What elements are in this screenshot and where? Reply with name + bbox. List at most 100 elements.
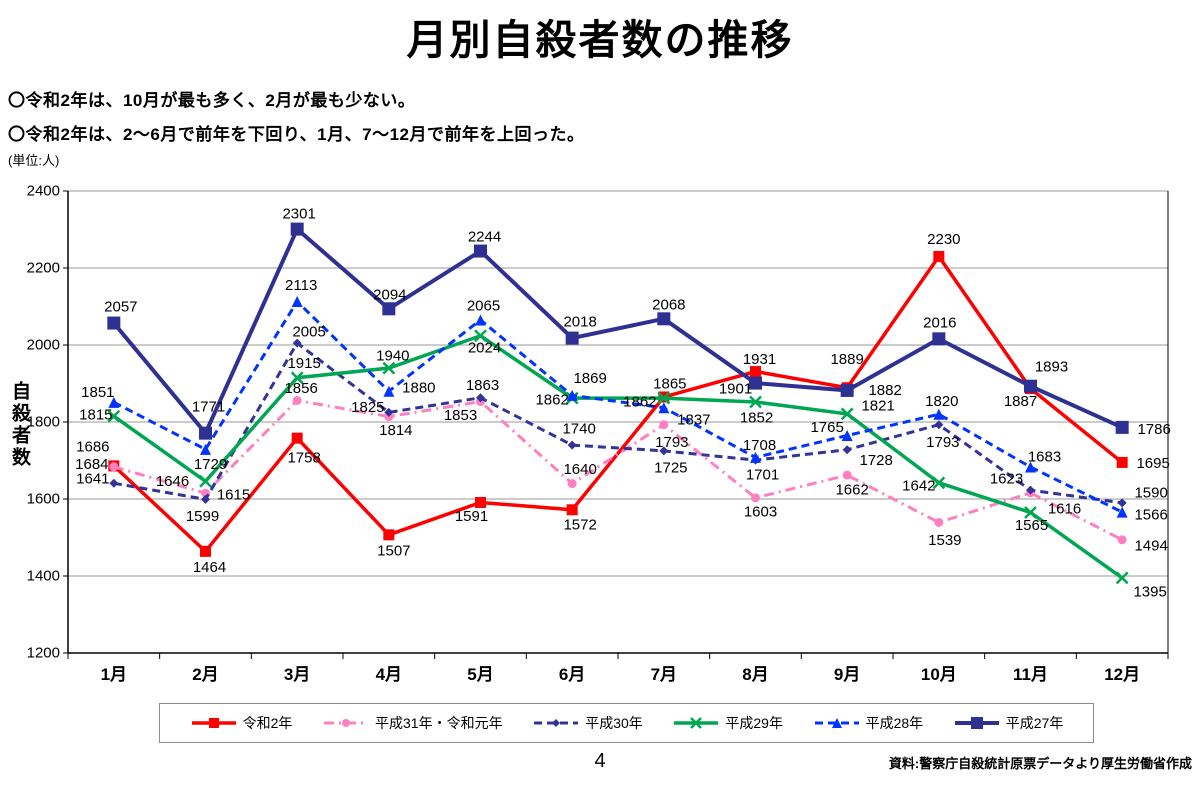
data-point-label: 1758	[287, 450, 320, 467]
data-point-label: 1494	[1134, 537, 1167, 554]
data-point-marker	[566, 389, 578, 401]
series-令和2年	[108, 250, 1128, 557]
data-point-marker	[565, 331, 579, 345]
data-point-marker	[934, 517, 944, 527]
data-point-label: 1565	[1015, 517, 1048, 534]
data-point-marker	[474, 244, 487, 258]
data-point-marker	[750, 366, 761, 378]
data-point-marker	[342, 719, 351, 727]
data-point-marker	[384, 407, 394, 417]
page-number: 4	[594, 750, 606, 772]
data-point-label: 2230	[927, 231, 960, 248]
data-point-label: 1728	[859, 452, 892, 469]
series-line	[112, 225, 1123, 437]
data-point-label: 2065	[467, 297, 500, 314]
x-axis-label: 1月	[101, 665, 127, 684]
data-point-marker	[291, 432, 303, 444]
data-point-marker	[1026, 485, 1035, 495]
data-point-marker	[842, 470, 852, 480]
data-point-marker	[1116, 456, 1128, 468]
chart-legend: 令和2年 平成31年・令和元年 平成30年 平成29年 平成28年 平成27年	[159, 703, 1094, 743]
legend-swatch-icon	[674, 717, 719, 729]
data-point-marker	[292, 395, 302, 405]
data-point-label: 1940	[376, 348, 409, 365]
data-point-label: 2244	[468, 229, 501, 246]
data-point-marker	[841, 429, 853, 441]
legend-swatch-icon	[324, 719, 369, 727]
data-point-marker	[199, 474, 212, 488]
series-平成31年・令和元年	[109, 395, 1127, 545]
y-axis-tick-label: 2000	[27, 337, 60, 354]
data-point-marker	[109, 478, 119, 488]
data-point-label: 1566	[1134, 507, 1167, 524]
data-point-label: 1591	[455, 508, 488, 525]
data-point-label: 1863	[466, 377, 499, 394]
data-point-marker	[933, 408, 945, 420]
x-axis-label: 7月	[651, 665, 677, 684]
data-point-marker	[750, 451, 761, 463]
legend-item-0: 令和2年	[190, 713, 292, 733]
y-axis-tick-label: 2400	[27, 183, 60, 200]
data-point-label: 1931	[743, 351, 776, 368]
data-point-marker	[474, 329, 487, 343]
data-point-label: 2016	[923, 314, 956, 331]
data-point-marker	[382, 361, 396, 375]
summary-bullet-2: 〇令和2年は、2〜6月で前年を下回り、1月、7〜12月で前年を上回った。	[8, 125, 585, 144]
series-line	[113, 398, 1123, 542]
data-point-label: 2068	[652, 296, 685, 313]
x-axis-label: 4月	[376, 665, 402, 684]
data-point-marker	[842, 445, 852, 455]
x-axis-label: 2月	[192, 665, 218, 684]
data-point-marker	[200, 443, 211, 455]
data-point-marker	[1024, 506, 1037, 519]
data-point-label: 1825	[351, 399, 384, 416]
data-point-marker	[200, 545, 211, 557]
data-point-label: 1708	[743, 437, 776, 454]
data-point-marker	[382, 302, 396, 316]
legend-label: 平成30年	[585, 715, 643, 731]
data-point-marker	[383, 385, 395, 397]
legend-item-2: 平成30年	[532, 713, 643, 733]
data-point-label: 1853	[444, 407, 477, 424]
data-point-marker	[567, 479, 577, 489]
data-point-marker	[657, 391, 671, 405]
data-point-label: 1464	[193, 559, 226, 576]
data-point-marker	[657, 312, 671, 326]
data-point-label: 1395	[1133, 583, 1166, 600]
data-point-marker	[291, 295, 303, 307]
data-point-label: 1793	[926, 434, 959, 451]
data-point-marker	[934, 420, 944, 430]
data-point-label: 1615	[217, 487, 250, 504]
data-point-label: 1640	[563, 461, 596, 478]
unit-note: (単位:人)	[8, 153, 60, 168]
data-point-label: 1616	[1048, 500, 1081, 517]
data-point-marker	[107, 409, 121, 423]
data-point-marker	[659, 420, 669, 430]
data-point-marker	[476, 393, 485, 403]
data-point-marker	[831, 718, 842, 728]
x-axis-label: 6月	[559, 665, 585, 684]
data-point-label: 1701	[746, 467, 779, 484]
y-axis-tick-label: 1800	[27, 414, 60, 431]
data-point-label: 2024	[468, 339, 501, 356]
data-point-marker	[383, 529, 395, 541]
data-point-marker	[933, 250, 945, 262]
legend-item-4: 平成28年	[813, 713, 923, 733]
legend-swatch-icon	[954, 717, 999, 729]
y-axis-tick-label: 1200	[27, 645, 60, 662]
data-point-label: 2301	[282, 206, 315, 223]
data-point-label: 1901	[719, 381, 752, 398]
data-point-label: 1852	[740, 409, 773, 426]
data-point-marker	[552, 719, 561, 727]
data-point-label: 1765	[810, 419, 843, 436]
series-line	[112, 333, 1124, 580]
data-point-label: 1740	[562, 421, 595, 438]
data-point-marker	[1117, 498, 1127, 508]
data-point-marker	[970, 717, 983, 729]
series-line	[113, 340, 1123, 505]
data-point-label: 1786	[1137, 421, 1170, 438]
data-point-label: 1815	[79, 407, 112, 424]
data-point-marker	[751, 493, 760, 503]
legend-item-1: 平成31年・令和元年	[322, 713, 503, 733]
